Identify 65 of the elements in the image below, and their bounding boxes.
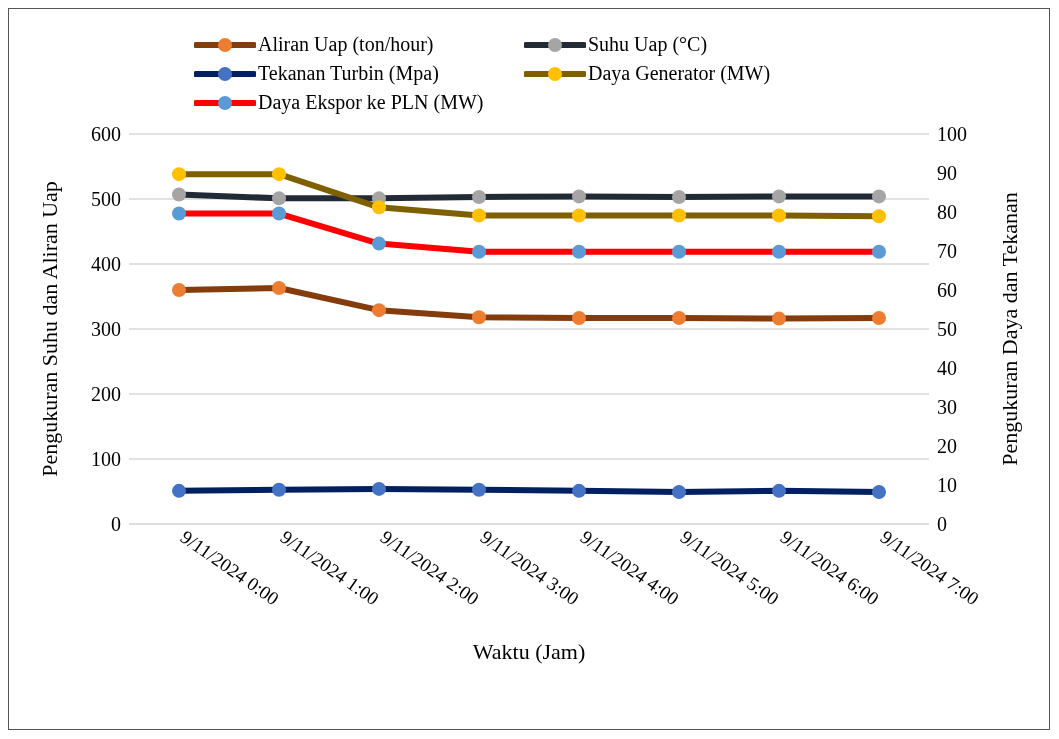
x-axis-title: Waktu (Jam) xyxy=(472,639,586,664)
point xyxy=(572,208,586,223)
y2-tick-label: 70 xyxy=(937,240,957,263)
y-tick-label: 0 xyxy=(111,513,121,536)
point xyxy=(872,310,886,325)
y2-axis-title: Pengukuran Daya dan Tekanan xyxy=(996,192,1022,466)
legend-label: Aliran Uap (ton/hour) xyxy=(258,33,434,56)
y-tick-label: 100 xyxy=(91,448,121,471)
y2-tick-label: 90 xyxy=(937,162,957,185)
y2-tick-label: 30 xyxy=(937,396,957,419)
y2-tick-label: 80 xyxy=(937,201,957,224)
point xyxy=(172,206,186,221)
point xyxy=(672,485,686,500)
y2-tick-label: 60 xyxy=(937,279,957,302)
point xyxy=(472,310,486,325)
point xyxy=(672,310,686,325)
point xyxy=(672,190,686,205)
point xyxy=(572,189,586,204)
y2-tick-label: 20 xyxy=(937,435,957,458)
point xyxy=(172,483,186,498)
y-tick-label: 200 xyxy=(91,383,121,406)
point xyxy=(172,283,186,297)
point xyxy=(772,189,786,204)
point xyxy=(472,482,486,497)
y-axis-title: Pengukuran Suhu dan Aliran Uap xyxy=(36,181,62,477)
point xyxy=(472,208,486,223)
point xyxy=(872,485,886,500)
y-tick-label: 400 xyxy=(91,253,121,276)
legend-label: Daya Generator (MW) xyxy=(588,62,771,85)
y2-tick-label: 50 xyxy=(937,318,957,341)
y-tick-label: 500 xyxy=(91,188,121,211)
y2-tick-label: 0 xyxy=(937,513,947,536)
point xyxy=(672,244,686,259)
point xyxy=(772,483,786,498)
point xyxy=(272,206,286,221)
legend-label: Daya Ekspor ke PLN (MW) xyxy=(258,91,484,114)
point xyxy=(172,167,186,182)
point xyxy=(372,481,386,496)
point xyxy=(372,200,386,215)
point xyxy=(872,189,886,204)
y2-tick-label: 40 xyxy=(937,357,957,380)
point xyxy=(572,244,586,259)
legend-label: Suhu Uap (°C) xyxy=(588,33,708,56)
point xyxy=(172,187,186,202)
point xyxy=(272,482,286,497)
point xyxy=(372,303,386,318)
point xyxy=(672,208,686,223)
point xyxy=(572,483,586,498)
point xyxy=(572,310,586,325)
point xyxy=(872,209,886,224)
point xyxy=(372,236,386,251)
point xyxy=(772,244,786,259)
y-tick-label: 300 xyxy=(91,318,121,341)
y2-tick-label: 100 xyxy=(937,123,967,146)
point xyxy=(472,190,486,205)
point xyxy=(772,311,786,326)
point xyxy=(872,244,886,259)
point xyxy=(772,208,786,223)
legend-label: Tekanan Turbin (Mpa) xyxy=(258,62,439,85)
point xyxy=(272,281,286,296)
point xyxy=(272,167,286,182)
point xyxy=(272,191,286,206)
point xyxy=(472,244,486,259)
y-tick-label: 600 xyxy=(91,123,121,146)
y2-tick-label: 10 xyxy=(937,474,957,497)
